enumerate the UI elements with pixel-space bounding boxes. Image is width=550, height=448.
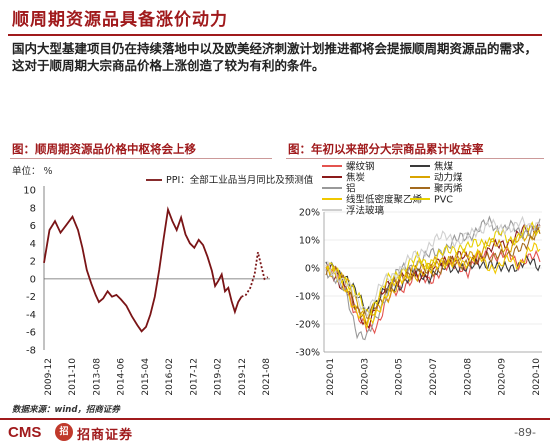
right-legend-label: 动力煤 (434, 172, 463, 184)
right-legend-label: 螺纹钢 (346, 161, 375, 173)
footer-divider (0, 418, 550, 420)
left-chart-x-tick: 2017-12 (189, 358, 199, 396)
commodity-series-line (325, 226, 541, 320)
left-chart-x-tick: 2019-12 (238, 358, 248, 396)
commodity-series-line (325, 215, 541, 341)
left-chart-y-tick: 8 (30, 203, 36, 214)
right-legend-label: 焦煤 (434, 161, 454, 173)
right-chart-x-tick: 2020-09 (498, 358, 508, 396)
right-chart-y-tick: -30% (295, 348, 320, 359)
slide-title: 顺周期资源品具备涨价动力 (12, 10, 228, 30)
left-chart-y-tick: -2 (26, 292, 36, 303)
right-legend-label: 焦炭 (346, 172, 366, 184)
right-chart-x-tick: 2020-03 (360, 358, 370, 396)
left-chart-x-tick: 2009-12 (44, 358, 54, 396)
right-chart-y-tick: 20% (299, 208, 320, 219)
left-chart-title-rule (10, 158, 272, 159)
right-chart-x-tick: 2020-07 (429, 358, 439, 396)
right-chart-y-tick: -20% (295, 320, 320, 331)
right-legend-label: 线型低密度聚乙烯 (346, 194, 423, 206)
right-chart-x-tick: 2020-10 (532, 358, 542, 396)
left-chart-y-tick: 10 (23, 186, 36, 197)
left-chart-x-tick: 2014-06 (117, 358, 127, 396)
right-chart-x-tick: 2020-08 (463, 358, 473, 396)
left-chart-y-tick: 4 (30, 239, 36, 250)
left-legend-label: PPI：全部工业品当月同比及预测值 (166, 174, 314, 186)
right-chart-title: 图：年初以来部分大宗商品累计收益率 (288, 142, 484, 156)
left-chart-y-tick: -6 (26, 328, 36, 339)
right-chart-y-tick: 10% (299, 236, 320, 247)
data-source-note: 数据来源：wind，招商证券 (12, 405, 120, 415)
left-chart-y-tick: 6 (30, 221, 36, 232)
left-chart-unit-label: 单位： % (12, 165, 53, 177)
ppi-actual-line (43, 206, 243, 333)
left-chart-y-tick: 2 (30, 257, 36, 268)
right-legend-label: 浮法玻璃 (346, 205, 384, 217)
slide-body-text: 国内大型基建项目仍在持续落地中以及欧美经济刺激计划推进都将会提振顺周期资源品的需… (12, 41, 538, 73)
left-chart-x-tick: 2019-02 (214, 358, 224, 396)
page-number: -89- (514, 426, 536, 439)
brand-cms-text: CMS (8, 424, 42, 441)
left-chart-x-tick: 2016-02 (165, 358, 175, 396)
commodity-series-line (325, 221, 541, 330)
commodity-series-line (325, 224, 541, 327)
left-chart-x-tick: 2013-08 (92, 358, 102, 396)
left-chart-title: 图：顺周期资源品价格中枢将会上移 (12, 142, 196, 156)
right-chart-y-tick: 0% (305, 264, 320, 275)
left-chart-x-tick: 2015-04 (141, 358, 151, 396)
brand-chinese-name: 招商证券 (77, 428, 134, 443)
right-chart-y-tick: -10% (295, 292, 320, 303)
right-legend-label: 聚丙烯 (434, 183, 463, 195)
brand-logo-icon: 招 (55, 423, 73, 441)
commodity-return-chart: 20% 10% 0% -10% -20% -30% 2020-01 2020-03 2020-0… (295, 161, 542, 396)
right-chart-title-rule (286, 158, 544, 159)
commodity-series-line (325, 254, 541, 314)
left-chart-x-tick: 2021-08 (262, 358, 272, 396)
title-divider (8, 34, 542, 36)
ppi-chart: 单位： % -8 -6 -4 -2 0 2 4 6 8 10 2009-12 2011-10 2013-0… (12, 165, 314, 396)
left-chart-y-tick: -8 (26, 346, 36, 357)
commodity-series-line (325, 215, 541, 318)
left-chart-y-tick: -4 (26, 310, 36, 321)
left-chart-y-tick: 0 (30, 274, 36, 285)
right-chart-x-tick: 2020-05 (395, 358, 405, 396)
right-chart-x-tick: 2020-01 (326, 358, 336, 396)
right-legend-label: PVC (434, 195, 453, 206)
right-legend-label: 铝 (346, 183, 356, 195)
left-chart-x-tick: 2011-10 (68, 358, 78, 396)
commodity-series-line (325, 242, 541, 330)
ppi-forecast-line (241, 251, 269, 298)
